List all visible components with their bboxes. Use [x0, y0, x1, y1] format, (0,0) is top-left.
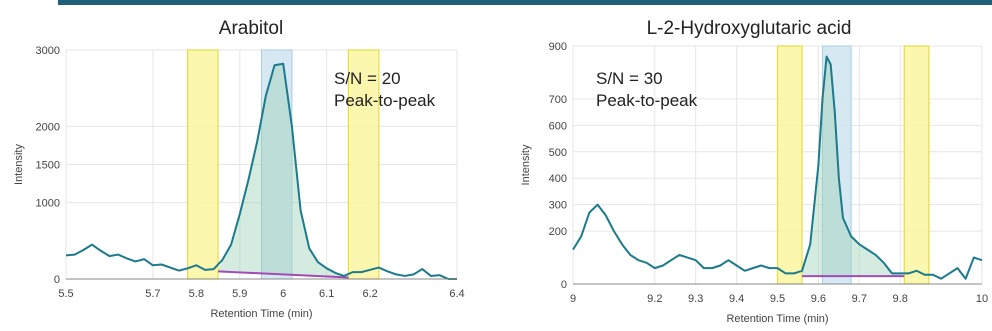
- x-tick-label: 9.5: [770, 293, 785, 305]
- y-tick-label: 500: [549, 147, 567, 159]
- y-tick-label: 0: [561, 279, 567, 291]
- x-tick-label: 9.4: [729, 293, 744, 305]
- x-tick-label: 5.5: [58, 288, 73, 300]
- peak-region: [821, 45, 852, 285]
- peak-area-fill: [218, 63, 349, 278]
- intensity-line: [65, 62, 457, 280]
- noise-region: [187, 49, 219, 280]
- integration-baseline: [218, 270, 349, 279]
- header-bar: [58, 0, 992, 5]
- noise-region: [903, 45, 930, 285]
- y-axis-label: Intensity: [13, 144, 25, 185]
- y-tick-label: 700: [549, 94, 567, 106]
- y-tick-label: 2000: [36, 121, 60, 133]
- sn-annotation: S/N = 20: [334, 69, 401, 88]
- x-tick-label: 9.3: [688, 293, 703, 305]
- intensity-line: [572, 55, 983, 280]
- y-tick-label: 900: [549, 41, 567, 53]
- x-tick-label: 5.7: [145, 288, 160, 300]
- y-tick-label: 1500: [36, 160, 60, 172]
- x-tick-label: 6.2: [362, 288, 377, 300]
- noise-region: [776, 45, 803, 285]
- y-tick-label: 400: [549, 173, 567, 185]
- chart-title: L-2-Hydroxyglutaric acid: [647, 18, 852, 39]
- y-tick-label: 1000: [36, 198, 60, 210]
- x-tick-label: 6: [280, 288, 286, 300]
- y-tick-label: 200: [549, 226, 567, 238]
- hydroxyglutaric-acid-chart: L-2-Hydroxyglutaric acid 0 200 300 400 500 600…: [520, 18, 988, 325]
- x-tick-label: 6.1: [319, 288, 334, 300]
- sn-annotation: S/N = 30: [596, 69, 663, 88]
- sn-annotation: Peak-to-peak: [596, 91, 698, 110]
- chart-title: Arabitol: [219, 18, 283, 39]
- x-tick-label: 9.8: [893, 293, 908, 305]
- x-tick-label: 9.7: [852, 293, 867, 305]
- arabitol-chart: Arabitol 0 1000 1500 2000 3000 5.5 5.7 5.8 5.9 6 6.…: [13, 18, 465, 320]
- peak-area-fill: [802, 56, 905, 277]
- x-tick-label: 6.4: [449, 288, 464, 300]
- y-tick-label: 600: [549, 120, 567, 132]
- x-axis-label: Retention Time (min): [210, 308, 312, 320]
- y-tick-label: 0: [54, 274, 60, 286]
- x-tick-label: 5.8: [189, 288, 204, 300]
- x-tick-label: 9: [570, 293, 576, 305]
- x-tick-label: 5.9: [232, 288, 247, 300]
- y-tick-label: 3000: [36, 45, 60, 57]
- x-tick-label: 10: [976, 293, 988, 305]
- sn-annotation: Peak-to-peak: [334, 91, 436, 110]
- y-tick-label: 300: [549, 200, 567, 212]
- x-axis-label: Retention Time (min): [726, 313, 828, 325]
- x-tick-label: 9.2: [647, 293, 662, 305]
- x-tick-label: 9.6: [811, 293, 826, 305]
- y-axis-label: Intensity: [520, 144, 532, 185]
